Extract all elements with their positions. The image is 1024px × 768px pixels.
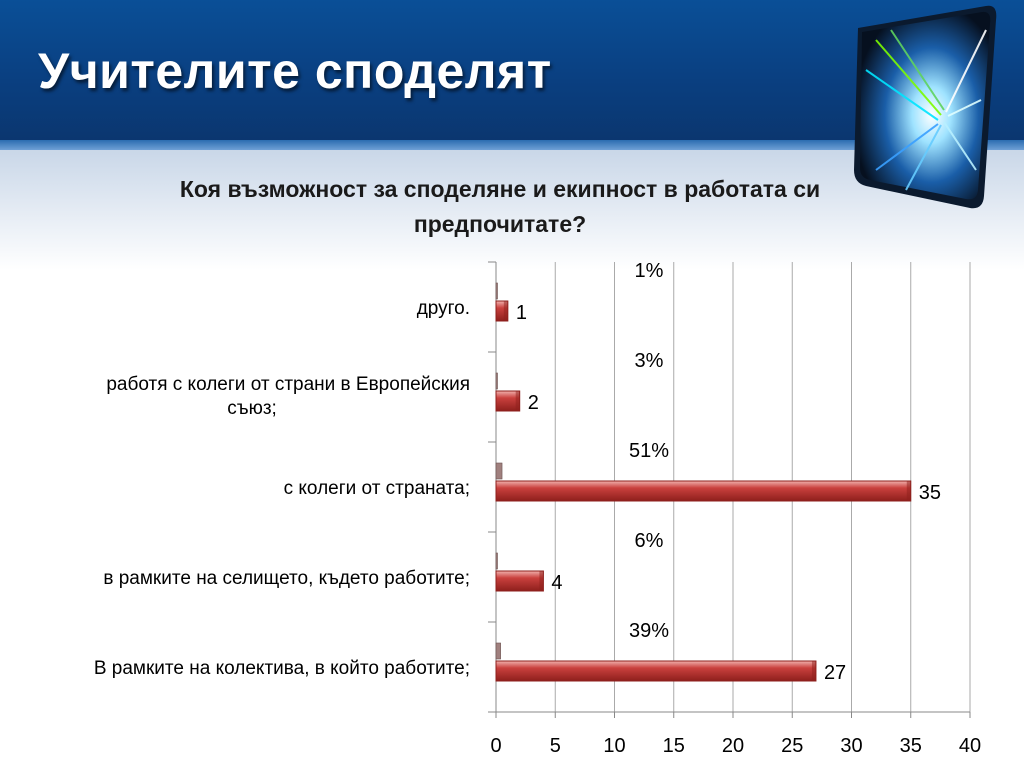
x-tick-label: 0 — [490, 735, 501, 757]
percent-data-label: 1% — [635, 260, 664, 282]
count-bar-end — [515, 391, 520, 411]
category-label: съюз; — [227, 398, 277, 419]
category-label: В рамките на колектива, в който работите… — [94, 658, 470, 679]
percent-bar — [495, 462, 503, 480]
count-bar — [495, 660, 817, 682]
percent-bar — [495, 552, 498, 570]
x-tick-label: 40 — [959, 735, 981, 757]
x-tick-label: 35 — [900, 735, 922, 757]
x-tick-label: 15 — [663, 735, 685, 757]
slide-title: Учителите споделят — [38, 43, 552, 99]
percent-data-label: 3% — [635, 350, 664, 372]
percent-bar — [495, 642, 501, 660]
count-bar — [495, 570, 544, 592]
chart-title: Коя възможност за споделяне и екипност в… — [120, 172, 880, 242]
percent-data-label: 6% — [635, 530, 664, 552]
percent-bar — [495, 372, 498, 390]
percent-data-label: 39% — [629, 620, 669, 642]
count-bar-end — [906, 481, 911, 501]
x-tick-label: 30 — [840, 735, 862, 757]
count-data-label: 2 — [528, 392, 539, 414]
count-data-label: 1 — [516, 302, 527, 324]
title-banner — [0, 0, 1024, 148]
x-tick-label: 20 — [722, 735, 744, 757]
x-tick-label: 10 — [603, 735, 625, 757]
category-label: друго. — [417, 298, 470, 319]
count-bar-end — [539, 571, 544, 591]
count-bar — [495, 480, 912, 502]
light-streak-cube-icon — [854, 5, 997, 209]
banner-stripe — [0, 140, 1024, 150]
count-bar-end — [811, 661, 816, 681]
x-tick-label: 5 — [550, 735, 561, 757]
chart-title-line-1: Коя възможност за споделяне и екипност в… — [179, 176, 821, 202]
count-bar-end — [503, 301, 508, 321]
category-label: в рамките на селището, където работите; — [103, 568, 470, 589]
percent-bar — [495, 282, 498, 300]
percent-data-label: 51% — [629, 440, 669, 462]
count-data-label: 35 — [919, 482, 941, 504]
background-gradient — [0, 150, 1024, 270]
category-label: работя с колеги от страни в Европейския — [106, 374, 470, 395]
count-data-label: 4 — [551, 572, 562, 594]
count-data-label: 27 — [824, 662, 846, 684]
chart-title-line-2: предпочитате? — [413, 211, 587, 237]
category-label: с колеги от страната; — [284, 478, 470, 499]
x-tick-label: 25 — [781, 735, 803, 757]
